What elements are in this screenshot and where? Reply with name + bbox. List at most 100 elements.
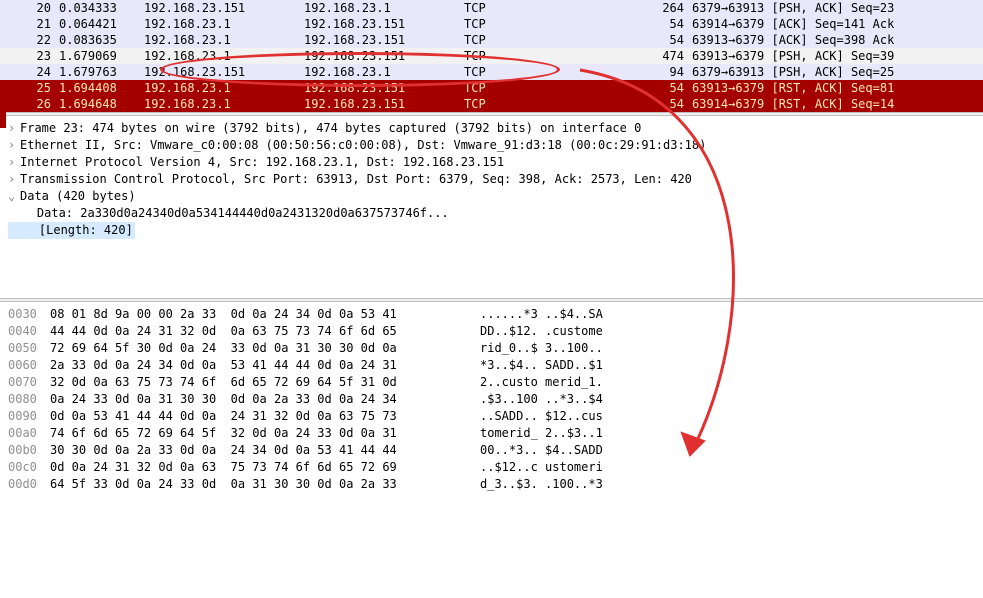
hex-line[interactable]: 00602a 33 0d 0a 24 34 0d 0a 53 41 44 44 …: [8, 357, 975, 374]
detail-ip[interactable]: Internet Protocol Version 4, Src: 192.16…: [20, 155, 504, 169]
col-source: 192.168.23.1: [140, 32, 300, 48]
col-info: 63914→6379 [RST, ACK] Seq=14: [688, 96, 983, 112]
col-destination: 192.168.23.151: [300, 80, 460, 96]
col-destination: 192.168.23.1: [300, 0, 460, 16]
col-length: 54: [518, 16, 688, 32]
col-info: 6379→63913 [PSH, ACK] Seq=25: [688, 64, 983, 80]
detail-length[interactable]: [Length: 420]: [8, 222, 135, 239]
expander-icon[interactable]: ›: [8, 154, 20, 171]
hex-bytes: 0d 0a 53 41 44 44 0d 0a 24 31 32 0d 0a 6…: [50, 408, 480, 425]
col-source: 192.168.23.1: [140, 96, 300, 112]
blank-area: [0, 243, 983, 298]
col-destination: 192.168.23.151: [300, 96, 460, 112]
col-protocol: TCP: [460, 64, 518, 80]
hex-ascii: ..SADD.. $12..cus: [480, 408, 603, 425]
packet-row[interactable]: 261.694648192.168.23.1192.168.23.151TCP5…: [0, 96, 983, 112]
col-time: 1.694408: [55, 80, 140, 96]
col-protocol: TCP: [460, 48, 518, 64]
col-time: 1.694648: [55, 96, 140, 112]
hex-offset: 0050: [8, 340, 50, 357]
packet-details[interactable]: ›Frame 23: 474 bytes on wire (3792 bits)…: [0, 116, 983, 243]
col-time: 0.064421: [55, 16, 140, 32]
hex-ascii: tomerid_ 2..$3..1: [480, 425, 603, 442]
col-length: 264: [518, 0, 688, 16]
detail-data-hex[interactable]: Data: 2a330d0a24340d0a534144440d0a243132…: [8, 206, 449, 220]
frame-marker: [0, 80, 6, 128]
hex-line[interactable]: 00b030 30 0d 0a 2a 33 0d 0a 24 34 0d 0a …: [8, 442, 975, 459]
col-info: 63914→6379 [ACK] Seq=141 Ack: [688, 16, 983, 32]
hex-offset: 0040: [8, 323, 50, 340]
hex-line[interactable]: 00800a 24 33 0d 0a 31 30 30 0d 0a 2a 33 …: [8, 391, 975, 408]
packet-row[interactable]: 220.083635192.168.23.1192.168.23.151TCP5…: [0, 32, 983, 48]
expander-icon[interactable]: ›: [8, 120, 20, 137]
hex-offset: 00b0: [8, 442, 50, 459]
packet-row[interactable]: 231.679069192.168.23.1192.168.23.151TCP4…: [0, 48, 983, 64]
col-protocol: TCP: [460, 80, 518, 96]
hex-ascii: ..$12..c ustomeri: [480, 459, 603, 476]
hex-ascii: .$3..100 ..*3..$4: [480, 391, 603, 408]
packet-list[interactable]: 200.034333192.168.23.151192.168.23.1TCP2…: [0, 0, 983, 112]
col-no: 24: [0, 64, 55, 80]
col-source: 192.168.23.1: [140, 16, 300, 32]
col-destination: 192.168.23.151: [300, 32, 460, 48]
packet-row[interactable]: 251.694408192.168.23.1192.168.23.151TCP5…: [0, 80, 983, 96]
packet-row[interactable]: 210.064421192.168.23.1192.168.23.151TCP5…: [0, 16, 983, 32]
hex-bytes: 44 44 0d 0a 24 31 32 0d 0a 63 75 73 74 6…: [50, 323, 480, 340]
col-destination: 192.168.23.151: [300, 48, 460, 64]
col-source: 192.168.23.1: [140, 80, 300, 96]
col-destination: 192.168.23.1: [300, 64, 460, 80]
col-info: 63913→6379 [ACK] Seq=398 Ack: [688, 32, 983, 48]
hex-line[interactable]: 00900d 0a 53 41 44 44 0d 0a 24 31 32 0d …: [8, 408, 975, 425]
hex-offset: 0030: [8, 306, 50, 323]
detail-eth[interactable]: Ethernet II, Src: Vmware_c0:00:08 (00:50…: [20, 138, 706, 152]
col-source: 192.168.23.1: [140, 48, 300, 64]
col-length: 54: [518, 80, 688, 96]
col-length: 54: [518, 96, 688, 112]
col-length: 94: [518, 64, 688, 80]
col-no: 25: [0, 80, 55, 96]
hex-line[interactable]: 003008 01 8d 9a 00 00 2a 33 0d 0a 24 34 …: [8, 306, 975, 323]
hex-bytes: 08 01 8d 9a 00 00 2a 33 0d 0a 24 34 0d 0…: [50, 306, 480, 323]
hex-bytes: 72 69 64 5f 30 0d 0a 24 33 0d 0a 31 30 3…: [50, 340, 480, 357]
detail-data[interactable]: Data (420 bytes): [20, 189, 136, 203]
hex-bytes: 2a 33 0d 0a 24 34 0d 0a 53 41 44 44 0d 0…: [50, 357, 480, 374]
hex-ascii: 2..custo merid_1.: [480, 374, 603, 391]
col-no: 20: [0, 0, 55, 16]
expander-icon[interactable]: ⌄: [8, 188, 20, 205]
hex-offset: 0060: [8, 357, 50, 374]
packet-row[interactable]: 200.034333192.168.23.151192.168.23.1TCP2…: [0, 0, 983, 16]
col-time: 0.083635: [55, 32, 140, 48]
col-protocol: TCP: [460, 16, 518, 32]
packet-row[interactable]: 241.679763192.168.23.151192.168.23.1TCP9…: [0, 64, 983, 80]
hex-line[interactable]: 00d064 5f 33 0d 0a 24 33 0d 0a 31 30 30 …: [8, 476, 975, 493]
hex-line[interactable]: 00c00d 0a 24 31 32 0d 0a 63 75 73 74 6f …: [8, 459, 975, 476]
col-time: 1.679069: [55, 48, 140, 64]
hex-line[interactable]: 00a074 6f 6d 65 72 69 64 5f 32 0d 0a 24 …: [8, 425, 975, 442]
hex-ascii: ......*3 ..$4..SA: [480, 306, 603, 323]
hex-bytes: 30 30 0d 0a 2a 33 0d 0a 24 34 0d 0a 53 4…: [50, 442, 480, 459]
col-no: 21: [0, 16, 55, 32]
hex-line[interactable]: 005072 69 64 5f 30 0d 0a 24 33 0d 0a 31 …: [8, 340, 975, 357]
detail-tcp[interactable]: Transmission Control Protocol, Src Port:…: [20, 172, 692, 186]
expander-icon[interactable]: ›: [8, 137, 20, 154]
col-time: 1.679763: [55, 64, 140, 80]
hex-pane[interactable]: 003008 01 8d 9a 00 00 2a 33 0d 0a 24 34 …: [0, 302, 983, 497]
hex-bytes: 0d 0a 24 31 32 0d 0a 63 75 73 74 6f 6d 6…: [50, 459, 480, 476]
col-source: 192.168.23.151: [140, 0, 300, 16]
hex-offset: 0090: [8, 408, 50, 425]
col-no: 26: [0, 96, 55, 112]
col-length: 54: [518, 32, 688, 48]
col-info: 63913→6379 [RST, ACK] Seq=81: [688, 80, 983, 96]
hex-line[interactable]: 004044 44 0d 0a 24 31 32 0d 0a 63 75 73 …: [8, 323, 975, 340]
detail-frame[interactable]: Frame 23: 474 bytes on wire (3792 bits),…: [20, 121, 641, 135]
col-source: 192.168.23.151: [140, 64, 300, 80]
hex-offset: 00d0: [8, 476, 50, 493]
hex-ascii: d_3..$3. .100..*3: [480, 476, 603, 493]
col-protocol: TCP: [460, 96, 518, 112]
expander-icon[interactable]: ›: [8, 171, 20, 188]
hex-bytes: 32 0d 0a 63 75 73 74 6f 6d 65 72 69 64 5…: [50, 374, 480, 391]
col-destination: 192.168.23.151: [300, 16, 460, 32]
hex-line[interactable]: 007032 0d 0a 63 75 73 74 6f 6d 65 72 69 …: [8, 374, 975, 391]
hex-bytes: 0a 24 33 0d 0a 31 30 30 0d 0a 2a 33 0d 0…: [50, 391, 480, 408]
hex-ascii: DD..$12. .custome: [480, 323, 603, 340]
